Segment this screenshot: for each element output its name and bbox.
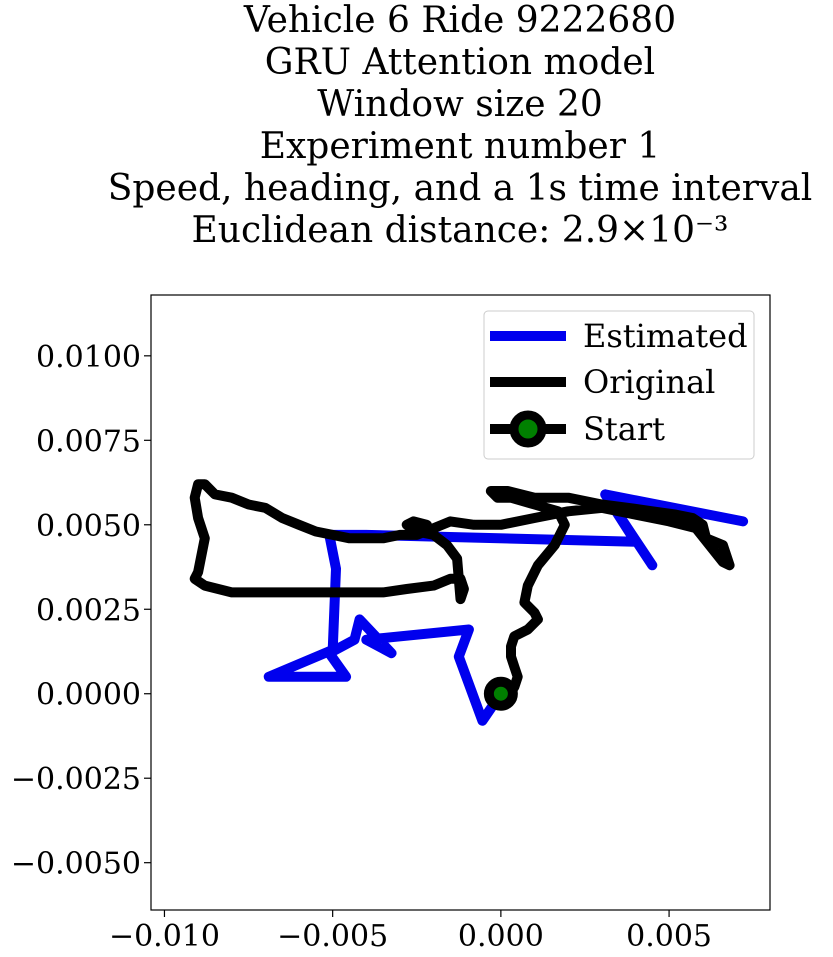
y-tick-label: 0.0100 [36, 340, 141, 375]
title-line-2: GRU Attention model [264, 42, 656, 83]
title-line-4: Experiment number 1 [259, 126, 661, 167]
x-axis-ticks: −0.010 −0.005 0.000 0.005 [109, 910, 712, 954]
y-tick-label: −0.0050 [11, 847, 141, 882]
title-line-5: Speed, heading, and a 1s time interval [107, 168, 813, 209]
x-tick-label: −0.005 [277, 919, 388, 954]
legend-label-estimated: Estimated [583, 317, 748, 355]
series-line-original [189, 479, 735, 699]
legend-label-original: Original [583, 363, 715, 401]
y-tick-label: 0.0075 [36, 424, 141, 459]
y-tick-label: −0.0025 [11, 762, 141, 797]
title-line-3: Window size 20 [317, 84, 603, 125]
legend-box [483, 310, 755, 460]
start-marker [483, 676, 518, 711]
series-layer [189, 479, 749, 726]
x-tick-label: 0.005 [626, 919, 712, 954]
legend: Estimated Original Start [483, 310, 755, 460]
y-tick-label: 0.0000 [36, 678, 141, 713]
chart-title: Vehicle 6 Ride 9222680 GRU Attention mod… [0, 0, 833, 252]
y-axis-ticks: 0.0100 0.0075 0.0050 0.0025 0.0000 −0.0025 −0.… [11, 340, 151, 882]
x-tick-label: 0.000 [458, 919, 544, 954]
x-tick-label: −0.010 [109, 919, 220, 954]
start-layer [483, 676, 518, 711]
plot-frame [150, 294, 771, 911]
title-line-6: Euclidean distance: 2.9×10⁻³ [191, 210, 729, 251]
y-tick-label: 0.0050 [36, 509, 141, 544]
legend-swatch-start-marker [509, 410, 547, 448]
legend-label-start: Start [583, 410, 665, 448]
title-line-1: Vehicle 6 Ride 9222680 [243, 0, 677, 41]
y-tick-label: 0.0025 [36, 593, 141, 628]
